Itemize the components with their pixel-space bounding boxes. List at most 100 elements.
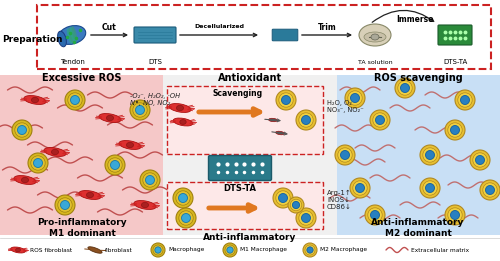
FancyBboxPatch shape bbox=[438, 25, 472, 45]
Circle shape bbox=[486, 186, 494, 194]
Circle shape bbox=[130, 100, 150, 120]
Ellipse shape bbox=[58, 26, 86, 44]
Text: Decellularized: Decellularized bbox=[194, 25, 244, 29]
Circle shape bbox=[302, 213, 310, 222]
Circle shape bbox=[376, 116, 384, 124]
Circle shape bbox=[227, 247, 233, 253]
Circle shape bbox=[182, 213, 190, 222]
Circle shape bbox=[426, 151, 434, 159]
Text: Preparation: Preparation bbox=[2, 35, 62, 44]
Ellipse shape bbox=[359, 24, 391, 46]
Ellipse shape bbox=[44, 147, 66, 156]
Ellipse shape bbox=[126, 142, 134, 148]
Circle shape bbox=[55, 195, 75, 215]
Text: Excessive ROS: Excessive ROS bbox=[42, 73, 122, 83]
FancyBboxPatch shape bbox=[272, 29, 298, 41]
Text: DTS: DTS bbox=[148, 59, 162, 65]
Ellipse shape bbox=[173, 118, 193, 126]
Circle shape bbox=[31, 156, 45, 170]
Circle shape bbox=[136, 105, 144, 115]
Circle shape bbox=[58, 198, 72, 212]
Circle shape bbox=[155, 247, 161, 253]
Ellipse shape bbox=[16, 248, 20, 252]
Ellipse shape bbox=[134, 200, 156, 209]
Circle shape bbox=[133, 103, 147, 117]
Text: fibroblast: fibroblast bbox=[105, 247, 133, 252]
Ellipse shape bbox=[106, 115, 114, 121]
Bar bbox=[337, 75, 500, 235]
Circle shape bbox=[338, 148, 352, 162]
Circle shape bbox=[448, 208, 462, 222]
Text: ROS scavenging: ROS scavenging bbox=[374, 73, 462, 83]
Circle shape bbox=[282, 96, 290, 104]
Circle shape bbox=[296, 208, 316, 228]
Circle shape bbox=[450, 126, 460, 134]
Text: Extracellular matrix: Extracellular matrix bbox=[411, 247, 469, 252]
Text: Macrophage: Macrophage bbox=[168, 247, 204, 252]
Ellipse shape bbox=[58, 31, 66, 47]
Circle shape bbox=[276, 191, 290, 205]
Circle shape bbox=[299, 211, 313, 225]
Circle shape bbox=[290, 199, 302, 211]
Circle shape bbox=[279, 93, 293, 107]
Ellipse shape bbox=[142, 202, 148, 208]
Text: DTS-TA: DTS-TA bbox=[443, 59, 467, 65]
Text: TA solution: TA solution bbox=[358, 60, 392, 64]
Ellipse shape bbox=[14, 176, 36, 185]
Circle shape bbox=[15, 123, 29, 137]
Ellipse shape bbox=[176, 105, 184, 111]
Circle shape bbox=[12, 120, 32, 140]
Ellipse shape bbox=[68, 28, 74, 43]
Circle shape bbox=[426, 183, 434, 193]
Circle shape bbox=[303, 243, 317, 257]
Circle shape bbox=[345, 88, 365, 108]
Circle shape bbox=[458, 93, 472, 107]
Ellipse shape bbox=[268, 118, 278, 122]
Circle shape bbox=[288, 197, 304, 213]
Ellipse shape bbox=[52, 149, 59, 155]
Circle shape bbox=[353, 181, 367, 195]
Circle shape bbox=[276, 90, 296, 110]
Ellipse shape bbox=[364, 32, 386, 42]
Circle shape bbox=[305, 245, 315, 255]
Ellipse shape bbox=[169, 104, 191, 112]
Circle shape bbox=[60, 200, 70, 210]
Circle shape bbox=[365, 205, 385, 225]
Circle shape bbox=[110, 161, 120, 169]
Circle shape bbox=[173, 188, 193, 208]
Text: Arg-1↑
iNOS↓
CD86↓: Arg-1↑ iNOS↓ CD86↓ bbox=[327, 190, 352, 210]
Ellipse shape bbox=[67, 28, 72, 44]
Circle shape bbox=[299, 113, 313, 127]
Circle shape bbox=[420, 145, 440, 165]
Ellipse shape bbox=[371, 34, 379, 40]
Circle shape bbox=[450, 211, 460, 220]
Text: H₂O, O₂
NO₃⁻, NO₂⁻: H₂O, O₂ NO₃⁻, NO₂⁻ bbox=[327, 100, 364, 113]
Circle shape bbox=[448, 123, 462, 137]
Circle shape bbox=[176, 191, 190, 205]
Text: DTS-TA: DTS-TA bbox=[224, 184, 256, 193]
Ellipse shape bbox=[22, 177, 29, 183]
Circle shape bbox=[470, 150, 490, 170]
Circle shape bbox=[108, 158, 122, 172]
Circle shape bbox=[18, 126, 26, 134]
Circle shape bbox=[356, 183, 364, 193]
Circle shape bbox=[400, 84, 409, 92]
FancyBboxPatch shape bbox=[134, 27, 176, 43]
Circle shape bbox=[368, 208, 382, 222]
Circle shape bbox=[348, 91, 362, 105]
Circle shape bbox=[296, 110, 316, 130]
Circle shape bbox=[143, 173, 157, 187]
Text: M2 Macrophage: M2 Macrophage bbox=[320, 247, 367, 252]
FancyBboxPatch shape bbox=[167, 86, 323, 154]
Circle shape bbox=[178, 193, 188, 203]
FancyBboxPatch shape bbox=[208, 156, 272, 181]
Circle shape bbox=[373, 113, 387, 127]
Circle shape bbox=[395, 78, 415, 98]
Text: Antioxidant: Antioxidant bbox=[218, 73, 282, 83]
Circle shape bbox=[423, 181, 437, 195]
Circle shape bbox=[335, 145, 355, 165]
Text: Cut: Cut bbox=[102, 22, 117, 32]
Circle shape bbox=[151, 243, 165, 257]
Circle shape bbox=[455, 90, 475, 110]
Text: Scavenging: Scavenging bbox=[213, 88, 263, 98]
